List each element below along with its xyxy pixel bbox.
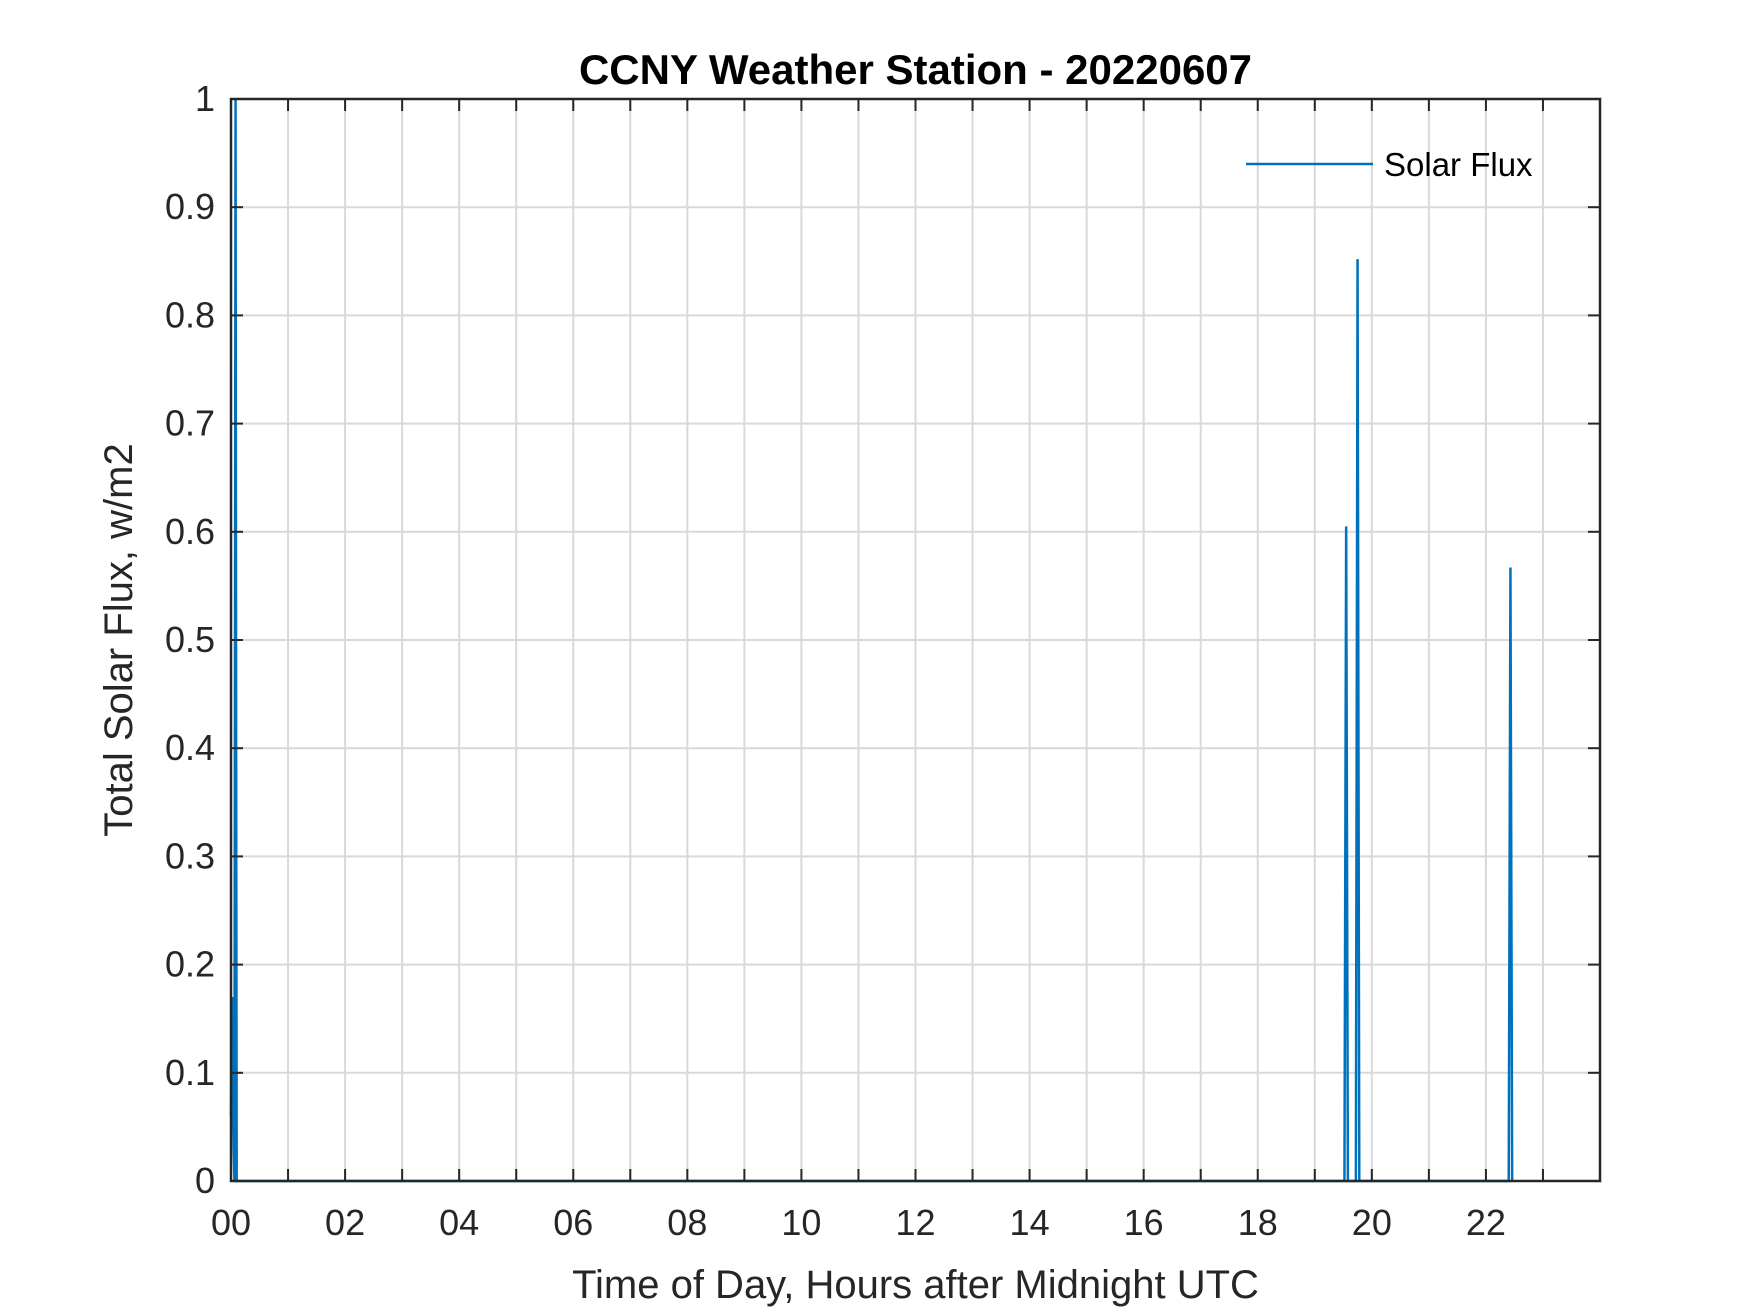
legend: Solar Flux — [1246, 146, 1533, 183]
y-tick-label: 0 — [195, 1160, 215, 1201]
y-tick-label: 0.7 — [165, 403, 215, 444]
x-tick-label: 22 — [1466, 1202, 1506, 1243]
x-tick-label: 20 — [1352, 1202, 1392, 1243]
ticks: 00 02 04 06 08 10 12 14 16 18 20 22 0 0.1 0.2 0.3 0.4 0.5… — [165, 78, 1600, 1243]
y-tick-label: 0.6 — [165, 511, 215, 552]
x-tick-label: 18 — [1238, 1202, 1278, 1243]
x-tick-label: 02 — [325, 1202, 365, 1243]
x-tick-label: 14 — [1010, 1202, 1050, 1243]
y-tick-label: 0.9 — [165, 186, 215, 227]
grid — [231, 99, 1600, 1181]
x-tick-label: 08 — [667, 1202, 707, 1243]
y-tick-label: 0.1 — [165, 1052, 215, 1093]
chart-title: CCNY Weather Station - 20220607 — [579, 46, 1252, 93]
x-tick-label: 00 — [211, 1202, 251, 1243]
y-tick-label: 0.2 — [165, 944, 215, 985]
x-tick-label: 10 — [781, 1202, 821, 1243]
y-tick-label: 0.4 — [165, 727, 215, 768]
y-tick-label: 1 — [195, 78, 215, 119]
y-tick-label: 0.5 — [165, 619, 215, 660]
x-tick-label: 12 — [895, 1202, 935, 1243]
y-tick-label: 0.3 — [165, 835, 215, 876]
legend-label-solar-flux: Solar Flux — [1384, 146, 1533, 183]
x-tick-label: 06 — [553, 1202, 593, 1243]
x-tick-label: 04 — [439, 1202, 479, 1243]
y-tick-label: 0.8 — [165, 294, 215, 335]
x-tick-label: 16 — [1124, 1202, 1164, 1243]
y-axis-label: Total Solar Flux, w/m2 — [97, 443, 141, 836]
x-axis-label: Time of Day, Hours after Midnight UTC — [572, 1263, 1259, 1307]
